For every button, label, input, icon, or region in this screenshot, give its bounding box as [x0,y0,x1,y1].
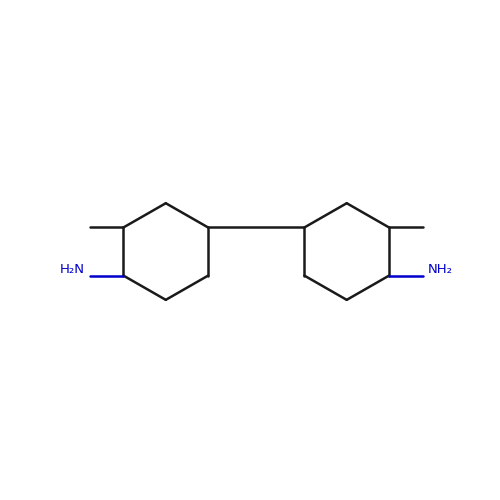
Text: H₂N: H₂N [60,264,85,276]
Text: NH₂: NH₂ [428,264,452,276]
